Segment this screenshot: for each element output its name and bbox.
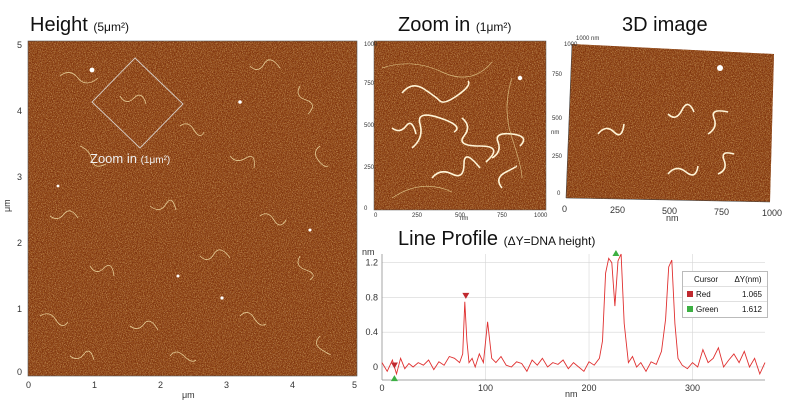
cursor-marker-red-1[interactable] bbox=[390, 362, 398, 369]
legend-header-dy: ΔY(nm) bbox=[734, 274, 762, 284]
height-x-tick-4: 4 bbox=[290, 380, 295, 390]
legend-row-red: Red 1.065 bbox=[683, 287, 767, 302]
legend-green-value: 1.612 bbox=[741, 304, 762, 314]
zoom-x-tick-3: 750 bbox=[497, 213, 508, 219]
zoom-in-region-label: Zoom in (1μm²) bbox=[90, 151, 170, 166]
profile-x-tick-2: 200 bbox=[582, 383, 597, 393]
legend-red-name: Red bbox=[696, 289, 711, 299]
cursor-legend-table: Cursor ΔY(nm) Red 1.065 Green 1.612 bbox=[682, 271, 768, 318]
red-swatch-icon bbox=[687, 291, 693, 297]
height-y-ticks: 0 1 2 3 4 5 μm bbox=[2, 40, 22, 377]
legend-red-value: 1.065 bbox=[741, 289, 762, 299]
threed-y-tick-1: 250 bbox=[552, 154, 563, 160]
line-profile-chart: nm 0 0.4 0.8 1.2 0 100 200 300 nm bbox=[362, 247, 766, 399]
profile-y-unit: nm bbox=[362, 247, 375, 257]
threed-x-unit: nm bbox=[666, 213, 679, 222]
threed-x-tick-2: 500 bbox=[662, 206, 677, 216]
zoom-x-tick-1: 250 bbox=[412, 213, 423, 219]
threed-panel-title: 3D image bbox=[622, 14, 708, 37]
threed-x-tick-4: 1000 bbox=[762, 208, 782, 218]
threed-x-tick-3: 750 bbox=[714, 207, 729, 217]
zoom-title-sub: (1μm²) bbox=[475, 20, 512, 34]
zoom-y-ticks: 0 250 500 750 1000 bbox=[364, 42, 378, 212]
height-y-tick-0: 0 bbox=[17, 367, 22, 377]
profile-title-text: Line Profile bbox=[398, 228, 499, 250]
legend-green-name: Green bbox=[696, 304, 719, 314]
threed-panel: 0 250 500 750 1000 nm 1000 nm 0 250 500 … bbox=[551, 36, 782, 222]
threed-y-ticks: 0 250 500 750 1000 nm 1000 nm bbox=[551, 36, 599, 197]
zoom-y-tick-3: 750 bbox=[364, 81, 375, 87]
profile-y-tick-1: 0.4 bbox=[365, 327, 378, 337]
profile-panel-title: Line Profile (ΔY=DNA height) bbox=[398, 228, 595, 251]
profile-x-unit: nm bbox=[565, 389, 578, 399]
zoom-y-tick-1: 250 bbox=[364, 165, 375, 171]
threed-corner-label: 1000 nm bbox=[576, 36, 599, 42]
threed-title-text: 3D image bbox=[622, 14, 708, 36]
zoom-y-tick-4: 1000 bbox=[364, 42, 378, 48]
height-map-panel: Zoom in (1μm²) 0 1 2 3 4 5 μm 0 1 2 3 4 … bbox=[2, 40, 358, 400]
zoom-x-tick-2: 500 bbox=[455, 213, 466, 219]
zoom-in-region-box bbox=[91, 57, 184, 149]
height-x-tick-2: 2 bbox=[158, 380, 163, 390]
profile-y-tick-3: 1.2 bbox=[365, 258, 378, 268]
green-swatch-icon bbox=[687, 306, 693, 312]
height-y-tick-1: 1 bbox=[17, 304, 22, 314]
height-y-tick-3: 3 bbox=[17, 172, 22, 182]
threed-y-unit: nm bbox=[551, 130, 559, 136]
profile-x-ticks: 0 100 200 300 bbox=[379, 383, 700, 393]
cursor-marker-red-0[interactable] bbox=[462, 292, 470, 299]
height-x-tick-3: 3 bbox=[224, 380, 229, 390]
profile-y-tick-0: 0 bbox=[373, 362, 378, 372]
zoom-x-tick-4: 1000 bbox=[534, 213, 548, 219]
profile-y-ticks: 0 0.4 0.8 1.2 bbox=[365, 258, 378, 372]
threed-x-tick-1: 250 bbox=[610, 205, 625, 215]
legend-header-cursor: Cursor bbox=[693, 274, 718, 284]
profile-x-tick-0: 0 bbox=[379, 383, 384, 393]
profile-cursors bbox=[390, 250, 620, 382]
height-y-tick-2: 2 bbox=[17, 238, 22, 248]
height-x-tick-0: 0 bbox=[26, 380, 31, 390]
profile-x-tick-3: 300 bbox=[685, 383, 700, 393]
height-title-text: Height bbox=[30, 14, 88, 36]
height-title-sub: (5μm²) bbox=[93, 20, 129, 34]
profile-series-line bbox=[381, 253, 766, 376]
height-x-ticks: 0 1 2 3 4 5 μm bbox=[26, 380, 357, 400]
height-x-unit: μm bbox=[182, 390, 195, 400]
dna-strands-zoom bbox=[391, 80, 525, 189]
cursor-marker-green-3[interactable] bbox=[390, 375, 398, 382]
profile-title-sub: (ΔY=DNA height) bbox=[503, 234, 596, 248]
zoom-title-text: Zoom in bbox=[398, 14, 471, 36]
height-panel-title: Height (5μm²) bbox=[30, 14, 129, 37]
threed-x-tick-0: 0 bbox=[562, 204, 567, 214]
threed-y-tick-0: 0 bbox=[557, 191, 561, 197]
height-y-unit: μm bbox=[2, 199, 12, 212]
cursor-marker-green-2[interactable] bbox=[612, 250, 620, 256]
zoom-y-tick-2: 500 bbox=[364, 123, 375, 129]
zoom-x-ticks: 0 250 500 750 1000 nm bbox=[374, 213, 548, 220]
profile-y-tick-2: 0.8 bbox=[365, 292, 378, 302]
threed-y-tick-2: 500 bbox=[552, 116, 563, 122]
legend-row-green: Green 1.612 bbox=[683, 302, 767, 316]
zoom-x-unit: nm bbox=[460, 216, 468, 220]
height-y-tick-4: 4 bbox=[17, 106, 22, 116]
threed-y-tick-3: 750 bbox=[552, 72, 563, 78]
zoom-x-tick-0: 0 bbox=[374, 213, 378, 219]
zoom-y-tick-0: 0 bbox=[364, 206, 368, 212]
bright-spots-height bbox=[56, 67, 312, 300]
threed-y-tick-4: 1000 bbox=[564, 42, 578, 48]
threed-x-ticks: 0 250 500 750 1000 nm bbox=[562, 204, 782, 222]
legend-header-row: Cursor ΔY(nm) bbox=[683, 272, 767, 287]
height-x-tick-5: 5 bbox=[352, 380, 357, 390]
profile-x-tick-1: 100 bbox=[478, 383, 493, 393]
zoom-panel-title: Zoom in (1μm²) bbox=[398, 14, 511, 37]
height-x-tick-1: 1 bbox=[92, 380, 97, 390]
dna-strands-height bbox=[39, 59, 331, 362]
height-y-tick-5: 5 bbox=[17, 40, 22, 50]
zoom-map-panel: 0 250 500 750 1000 0 250 500 750 1000 nm bbox=[364, 40, 548, 220]
